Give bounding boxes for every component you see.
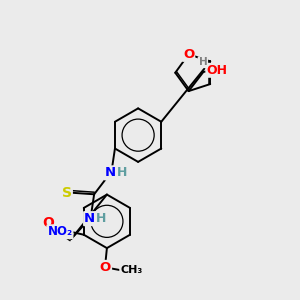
Text: O: O: [42, 216, 54, 230]
Text: N: N: [105, 167, 116, 179]
Text: N: N: [84, 212, 95, 225]
Text: OH: OH: [206, 64, 227, 77]
Text: S: S: [62, 186, 72, 200]
Text: H: H: [117, 167, 127, 179]
Text: CH₃: CH₃: [120, 266, 142, 275]
Text: O: O: [100, 261, 111, 274]
Text: NO₂: NO₂: [47, 225, 73, 238]
Text: H: H: [199, 57, 207, 67]
Text: O: O: [183, 48, 194, 61]
Text: H: H: [96, 212, 106, 225]
